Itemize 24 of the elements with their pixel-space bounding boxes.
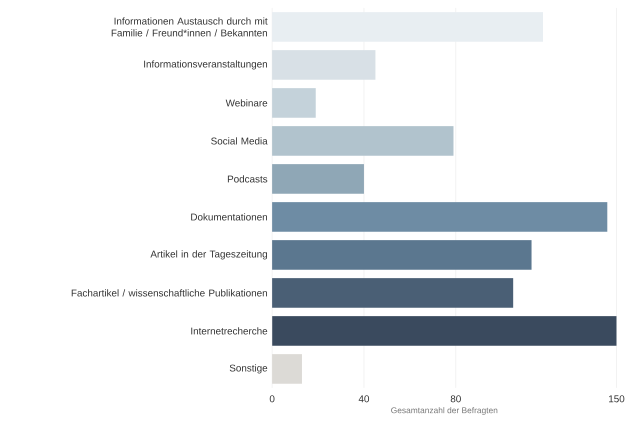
x-tick-label: 80	[450, 395, 461, 402]
bar	[272, 354, 302, 384]
bar	[272, 164, 364, 194]
x-axis-title: Gesamtanzahl der Befragten	[391, 406, 498, 415]
bar	[272, 202, 608, 232]
y-tick-label: Webinare	[226, 99, 268, 106]
bar	[272, 278, 514, 308]
x-tick-label: 40	[358, 395, 370, 402]
y-tick-label: Fachartikel / wissenschaftliche Publikationen	[72, 289, 267, 296]
y-tick-label: Sonstige	[230, 364, 268, 374]
bar	[272, 88, 316, 118]
bar	[272, 240, 532, 270]
bar	[272, 126, 454, 156]
bar	[272, 316, 616, 346]
y-tick-label: Informationen Austausch durch mit Familie / Freund*innen / Bekannten	[112, 17, 268, 36]
y-tick-label: Podcasts	[228, 175, 268, 182]
y-tick-label: Artikel in der Tageszeitung	[150, 250, 268, 260]
x-tick-label: 150	[609, 395, 624, 402]
y-tick-label: Internetrecherche	[191, 327, 268, 334]
y-tick-label: Social Media	[211, 137, 268, 144]
y-tick-label: Informationsveranstaltungen	[144, 60, 267, 70]
x-tick-label: 0	[270, 395, 274, 402]
bar	[272, 50, 376, 80]
y-tick-label: Dokumentationen	[191, 213, 267, 220]
